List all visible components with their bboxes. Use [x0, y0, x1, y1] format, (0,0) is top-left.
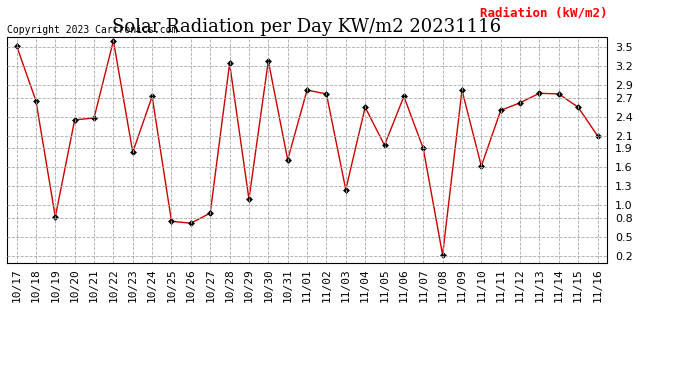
Text: Radiation (kW/m2): Radiation (kW/m2) — [480, 6, 607, 20]
Text: Copyright 2023 Cartronics.com: Copyright 2023 Cartronics.com — [7, 25, 177, 35]
Title: Solar Radiation per Day KW/m2 20231116: Solar Radiation per Day KW/m2 20231116 — [112, 18, 502, 36]
